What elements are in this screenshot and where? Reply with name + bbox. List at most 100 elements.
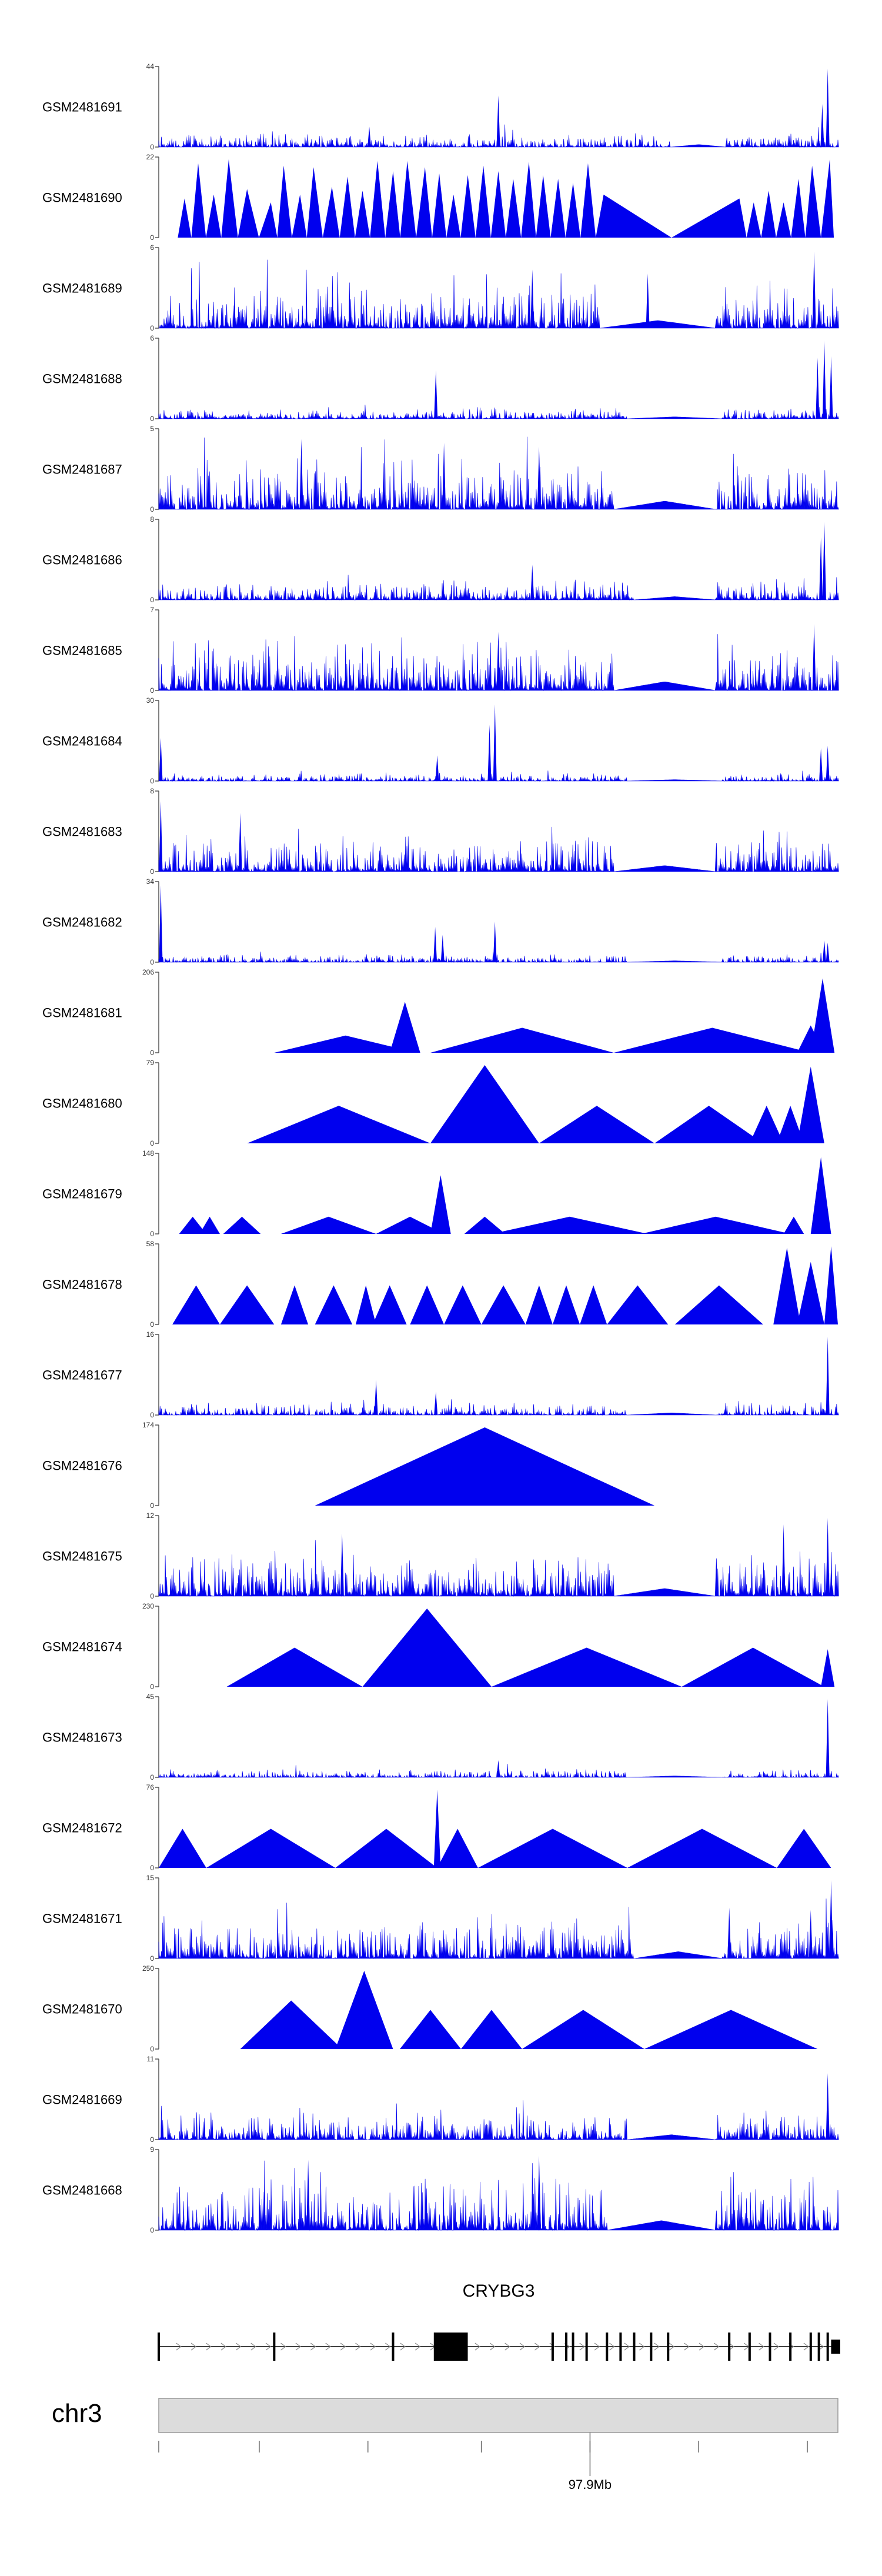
strand-arrow <box>609 2343 615 2351</box>
y-tick-label-max: 250 <box>142 1964 154 1973</box>
track-GSM2481674: GSM2481674 230 0 <box>42 1602 835 1691</box>
coverage-area <box>158 1399 839 1416</box>
coverage-triangle <box>607 1285 669 1324</box>
y-tick-label-max: 174 <box>142 1421 154 1429</box>
coverage-triangle <box>654 1106 763 1143</box>
coverage-triangle <box>206 194 222 238</box>
coverage-triangle <box>550 179 566 238</box>
gene-exon <box>551 2333 554 2361</box>
strand-arrow <box>489 2343 496 2351</box>
coverage-triangle <box>491 1216 648 1234</box>
coverage-triangle <box>580 163 596 238</box>
coverage-triangle <box>797 1066 824 1143</box>
track-label: GSM2481683 <box>42 825 122 839</box>
coverage-peak <box>306 2160 310 2230</box>
strand-arrow <box>370 2343 376 2351</box>
coverage-triangle <box>306 167 323 238</box>
strand-arrow <box>803 2343 809 2351</box>
coverage-peak <box>822 341 826 419</box>
coverage-triangle <box>805 165 821 238</box>
coverage-triangle <box>315 1427 655 1506</box>
coverage-triangle <box>238 189 259 238</box>
coverage-triangle <box>444 1285 482 1324</box>
coverage-peak <box>646 273 650 328</box>
gene-exon <box>817 2333 820 2361</box>
y-tick-label-max: 58 <box>146 1240 155 1248</box>
track-label: GSM2481669 <box>42 2093 122 2107</box>
coverage-peak <box>826 942 830 962</box>
coverage-peak <box>434 1392 438 1415</box>
strand-arrow <box>355 2343 361 2351</box>
coverage-triangle <box>206 1828 336 1868</box>
coverage-triangle <box>277 165 292 238</box>
coverage-triangle <box>446 194 461 238</box>
y-tick-label-min: 0 <box>150 1501 154 1510</box>
coverage-triangle <box>400 161 416 238</box>
strand-arrow <box>624 2343 630 2351</box>
track-label: GSM2481676 <box>42 1459 122 1473</box>
y-tick-label-min: 0 <box>150 233 154 242</box>
coverage-triangle <box>322 186 340 238</box>
y-tick-label-max: 8 <box>150 515 154 523</box>
gene-exon <box>789 2333 792 2361</box>
y-tick-label-max: 230 <box>142 1602 154 1610</box>
coverage-triangle <box>671 198 747 238</box>
y-tick-label-min: 0 <box>150 1230 154 1238</box>
y-tick-label-max: 22 <box>146 153 155 161</box>
y-tick-label-min: 0 <box>150 1864 154 1872</box>
coverage-triangle <box>191 163 206 238</box>
strand-arrow <box>534 2343 540 2351</box>
coverage-area <box>158 124 839 148</box>
coverage-peak <box>496 632 500 690</box>
coverage-triangle <box>389 1002 420 1053</box>
chromosome-band <box>158 2398 838 2433</box>
coverage-area <box>158 770 839 782</box>
coverage-triangle <box>490 171 506 238</box>
track-label: GSM2481685 <box>42 643 122 658</box>
coverage-peak <box>829 1880 833 1958</box>
coverage-peak <box>816 358 820 419</box>
coverage-area <box>158 634 839 692</box>
coverage-peak <box>238 813 242 872</box>
coverage-triangle <box>274 1035 417 1053</box>
coverage-peak <box>826 1699 830 1777</box>
coverage-triangle <box>477 1828 627 1868</box>
track-GSM2481679: GSM2481679 148 0 <box>42 1149 831 1238</box>
track-GSM2481688: GSM2481688 6 0 <box>42 334 839 423</box>
track-label: GSM2481681 <box>42 1006 122 1020</box>
coverage-triangle <box>355 191 370 238</box>
gene-exon <box>633 2333 636 2361</box>
track-GSM2481683: GSM2481683 8 0 <box>42 787 839 876</box>
y-tick-label-max: 15 <box>146 1874 155 1882</box>
track-GSM2481668: GSM2481668 9 0 <box>42 2145 839 2234</box>
gene-exon <box>748 2333 751 2361</box>
coverage-triangle <box>777 1106 804 1143</box>
coverage-triangle <box>172 1285 220 1324</box>
coverage-peak <box>822 940 826 962</box>
coverage-triangle <box>410 1285 445 1324</box>
track-label: GSM2481673 <box>42 1730 122 1745</box>
coverage-peak <box>368 126 372 147</box>
coverage-peak <box>826 746 830 781</box>
coverage-triangle <box>613 1027 811 1053</box>
strand-arrow <box>340 2343 346 2351</box>
coverage-triangle <box>777 1828 831 1868</box>
track-GSM2481684: GSM2481684 30 0 <box>42 696 839 785</box>
coverage-peak <box>493 921 497 962</box>
coverage-area <box>158 1898 839 1960</box>
track-label: GSM2481671 <box>42 1911 122 1926</box>
strand-arrow <box>699 2343 704 2351</box>
coverage-peak <box>496 1760 500 1777</box>
coverage-peak <box>434 370 438 419</box>
gene-exon <box>158 2333 160 2361</box>
coverage-triangle <box>525 1285 553 1324</box>
coverage-triangle <box>335 1971 393 2049</box>
coverage-triangle <box>539 1106 655 1143</box>
coverage-triangle <box>536 175 551 238</box>
strand-arrow <box>295 2343 301 2351</box>
coverage-triangle <box>280 1216 376 1234</box>
coverage-triangle <box>761 191 776 238</box>
track-label: GSM2481686 <box>42 553 122 568</box>
coverage-triangle <box>335 1828 437 1868</box>
